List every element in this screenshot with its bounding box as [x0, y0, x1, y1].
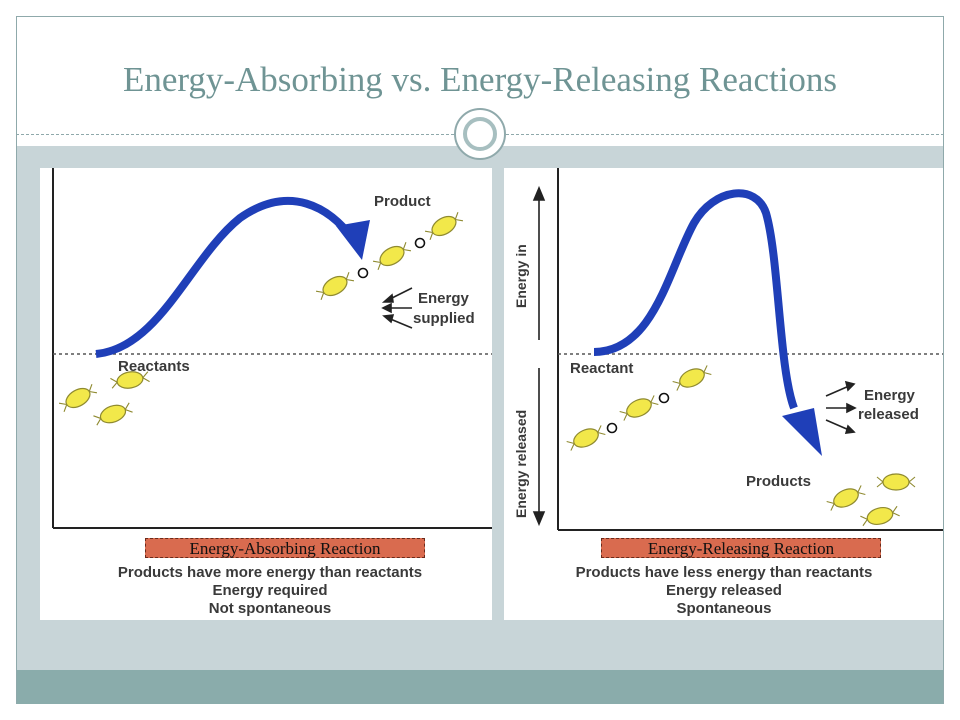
bottom-bar [17, 670, 943, 704]
energy-released-arrows-icon [825, 380, 857, 434]
caption-energy-absorbing: Energy-Absorbing Reaction [145, 538, 425, 558]
reactant-molecules-icon [56, 368, 151, 429]
arrow-head-icon [336, 220, 370, 260]
exothermic-diagram: Energy in Energy released Reactant Produ… [513, 168, 943, 531]
label-product: Product [374, 193, 431, 210]
endothermic-diagram: Product Reactants Energy supplied [52, 168, 492, 529]
energy-arrow [95, 197, 356, 358]
left-notes: Products have more energy than reactants… [70, 564, 470, 618]
right-note-3: Spontaneous [676, 600, 772, 617]
reactant-molecules-icon [564, 362, 714, 454]
slide-title: Energy-Absorbing vs. Energy-Releasing Re… [122, 60, 838, 99]
right-note-1: Products have less energy than reactants [575, 564, 873, 581]
product-molecules-icon [824, 473, 916, 530]
label-energy-released-1: Energy [864, 387, 916, 404]
energy-arrow [593, 189, 798, 410]
left-note-2: Energy required [212, 582, 328, 599]
label-products: Products [746, 473, 811, 490]
label-energy-released-2: released [858, 406, 919, 423]
left-note-1: Products have more energy than reactants [117, 564, 423, 581]
axis-energy-released: Energy released [513, 410, 529, 518]
arrow-head-icon [782, 408, 822, 456]
label-energy-supplied-2: supplied [413, 310, 475, 327]
energy-axis-arrows-icon [532, 185, 546, 527]
right-note-2: Energy released [666, 582, 782, 599]
product-molecules-icon [313, 208, 466, 304]
left-note-3: Not spontaneous [208, 600, 332, 617]
title-area: Energy-Absorbing vs. Energy-Releasing Re… [16, 16, 944, 134]
label-reactants: Reactants [118, 358, 190, 375]
axis-energy-in: Energy in [513, 244, 529, 308]
circle-ornament-icon [454, 108, 506, 160]
caption-energy-releasing: Energy-Releasing Reaction [601, 538, 881, 558]
energy-supplied-arrows-icon [381, 287, 413, 329]
right-notes: Products have less energy than reactants… [524, 564, 924, 618]
label-reactant: Reactant [570, 360, 633, 377]
label-energy-supplied-1: Energy [418, 290, 470, 307]
